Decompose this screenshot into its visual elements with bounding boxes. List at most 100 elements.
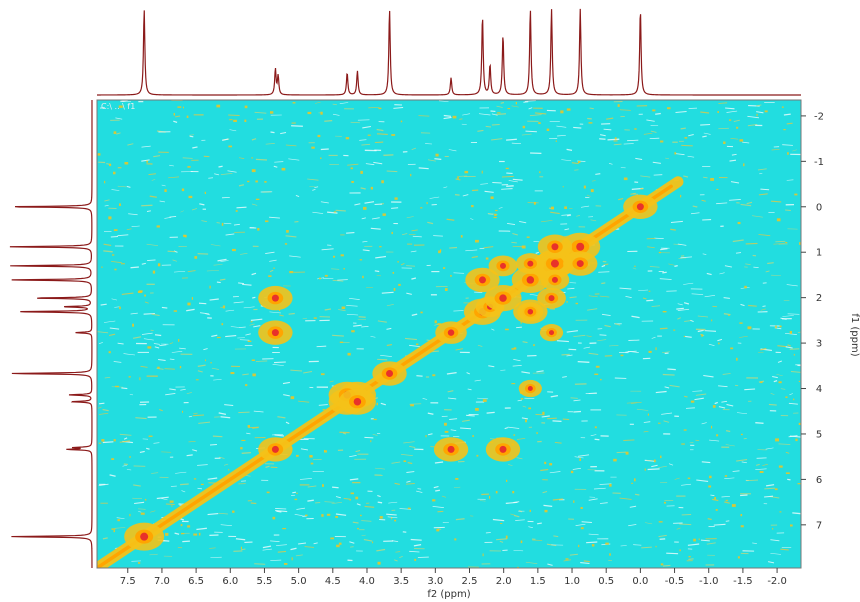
noise-contour bbox=[441, 495, 446, 498]
noise-blob bbox=[716, 434, 719, 437]
noise-blob bbox=[118, 105, 123, 108]
noise-contour bbox=[631, 315, 640, 319]
noise-blob bbox=[799, 242, 801, 245]
noise-contour bbox=[730, 137, 739, 140]
cross-peak-core bbox=[576, 260, 584, 268]
noise-contour bbox=[404, 337, 417, 341]
noise-contour bbox=[380, 402, 386, 406]
noise-blob bbox=[266, 491, 270, 494]
noise-blob bbox=[779, 325, 782, 328]
noise-contour bbox=[455, 348, 463, 351]
noise-blob bbox=[667, 107, 671, 110]
noise-contour bbox=[217, 258, 227, 262]
noise-blob bbox=[240, 447, 243, 450]
noise-contour bbox=[427, 433, 433, 436]
noise-contour bbox=[477, 397, 489, 400]
noise-contour bbox=[149, 553, 158, 556]
noise-contour bbox=[206, 270, 219, 272]
noise-contour bbox=[386, 303, 394, 307]
noise-blob bbox=[520, 321, 522, 324]
noise-contour bbox=[291, 125, 303, 127]
noise-blob bbox=[729, 119, 732, 121]
noise-contour bbox=[479, 500, 486, 502]
noise-contour bbox=[507, 426, 520, 429]
noise-contour bbox=[356, 503, 361, 506]
noise-contour bbox=[225, 335, 237, 338]
noise-blob bbox=[775, 438, 779, 442]
noise-contour bbox=[616, 451, 627, 454]
noise-blob bbox=[376, 402, 378, 406]
noise-contour bbox=[529, 114, 542, 117]
noise-contour bbox=[146, 447, 150, 450]
noise-contour bbox=[364, 201, 375, 204]
noise-contour bbox=[117, 342, 124, 345]
noise-contour bbox=[446, 371, 457, 375]
noise-blob bbox=[209, 285, 211, 289]
noise-blob bbox=[144, 294, 146, 297]
noise-contour bbox=[295, 194, 300, 198]
noise-contour bbox=[179, 347, 186, 350]
noise-blob bbox=[183, 106, 184, 109]
noise-contour bbox=[161, 184, 166, 187]
noise-contour bbox=[186, 454, 193, 457]
noise-contour bbox=[354, 203, 361, 206]
noise-contour bbox=[285, 144, 297, 147]
noise-contour bbox=[747, 115, 760, 119]
noise-contour bbox=[758, 193, 768, 196]
noise-blob bbox=[113, 530, 115, 533]
noise-blob bbox=[132, 323, 134, 327]
noise-blob bbox=[205, 359, 206, 362]
noise-contour bbox=[732, 470, 740, 472]
noise-contour bbox=[332, 279, 344, 282]
noise-blob bbox=[664, 501, 666, 504]
noise-contour bbox=[644, 459, 655, 462]
noise-contour bbox=[376, 275, 382, 277]
noise-contour bbox=[433, 235, 443, 237]
noise-contour bbox=[236, 206, 247, 209]
noise-blob bbox=[731, 504, 736, 507]
noise-contour bbox=[182, 540, 190, 543]
noise-blob bbox=[195, 379, 199, 381]
noise-contour bbox=[254, 563, 266, 565]
noise-contour bbox=[718, 406, 726, 409]
noise-contour bbox=[491, 123, 500, 126]
noise-blob bbox=[756, 113, 758, 117]
noise-contour bbox=[770, 393, 775, 395]
noise-contour bbox=[613, 143, 622, 146]
noise-blob bbox=[230, 372, 235, 375]
noise-contour bbox=[130, 312, 138, 315]
noise-contour bbox=[276, 510, 282, 513]
noise-contour bbox=[635, 157, 643, 161]
noise-contour bbox=[757, 168, 767, 171]
noise-blob bbox=[739, 139, 744, 142]
noise-blob bbox=[338, 542, 342, 545]
noise-contour bbox=[174, 532, 180, 535]
noise-blob bbox=[505, 328, 509, 331]
noise-contour bbox=[289, 255, 301, 258]
noise-contour bbox=[647, 468, 660, 471]
noise-contour bbox=[227, 170, 237, 173]
noise-blob bbox=[709, 475, 712, 479]
noise-blob bbox=[171, 505, 173, 507]
noise-contour bbox=[400, 262, 405, 266]
noise-contour bbox=[370, 227, 381, 230]
noise-blob bbox=[662, 311, 667, 313]
noise-blob bbox=[391, 517, 393, 520]
noise-blob bbox=[282, 528, 287, 530]
noise-blob bbox=[362, 275, 364, 279]
noise-contour bbox=[224, 404, 234, 406]
noise-contour bbox=[477, 129, 484, 132]
noise-contour bbox=[169, 388, 176, 391]
noise-blob bbox=[181, 532, 185, 535]
noise-contour bbox=[670, 220, 683, 224]
noise-contour bbox=[338, 309, 346, 312]
noise-contour bbox=[138, 511, 142, 513]
noise-contour bbox=[295, 554, 303, 557]
noise-contour bbox=[164, 368, 175, 370]
noise-blob bbox=[341, 306, 346, 310]
noise-contour bbox=[210, 244, 221, 247]
noise-contour bbox=[324, 501, 335, 503]
noise-blob bbox=[681, 443, 685, 445]
noise-blob bbox=[783, 129, 786, 131]
noise-contour bbox=[134, 501, 145, 505]
